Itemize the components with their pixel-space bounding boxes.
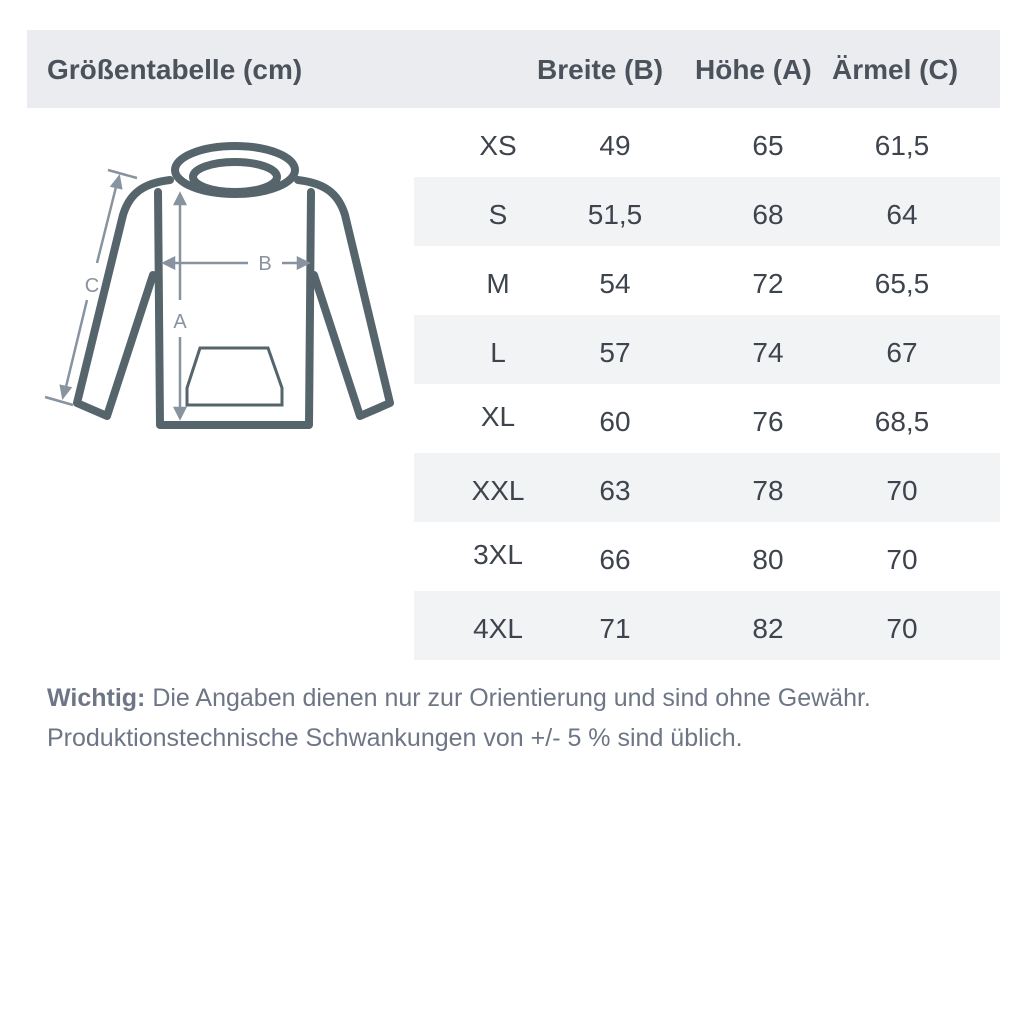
column-header-breite: Breite (B) — [537, 54, 664, 85]
disclaimer-note: Wichtig: Die Angaben dienen nur zur Orie… — [47, 678, 871, 758]
table-row: S 51,5 68 64 — [414, 177, 1000, 246]
table-header: Größentabelle (cm) Breite (B) Höhe (A) Ä… — [27, 30, 1000, 108]
cell-b: 49 — [599, 130, 631, 161]
label-c: C — [85, 275, 99, 297]
cell-a: 78 — [752, 475, 784, 506]
cell-size: XS — [479, 130, 517, 161]
cell-a: 72 — [752, 268, 784, 299]
cell-size: XL — [480, 401, 516, 432]
cell-c: 70 — [886, 475, 918, 506]
cell-a: 68 — [752, 199, 784, 230]
cell-b: 57 — [599, 337, 631, 368]
cell-c: 64 — [886, 199, 918, 230]
cell-b: 51,5 — [587, 199, 643, 230]
label-a: A — [173, 311, 187, 333]
cell-size: XXL — [471, 475, 525, 506]
cell-c: 68,5 — [874, 406, 930, 437]
cell-c: 70 — [886, 544, 918, 575]
table-title: Größentabelle (cm) — [47, 54, 303, 85]
note-line2: Produktionstechnische Schwankungen von +… — [47, 724, 743, 752]
table-row: 3XL 66 80 70 — [414, 522, 1000, 591]
table-row: L 57 74 67 — [414, 315, 1000, 384]
cell-c: 67 — [886, 337, 918, 368]
table-row: XS 49 65 61,5 — [414, 108, 1000, 177]
cell-b: 63 — [599, 475, 631, 506]
measure-arrows — [44, 168, 311, 421]
cell-size: L — [490, 337, 506, 368]
cell-b: 54 — [599, 268, 631, 299]
cell-size: 3XL — [473, 539, 523, 570]
cell-c: 70 — [886, 613, 918, 644]
hoodie-outline-icon — [73, 142, 394, 429]
note-line1: Die Angaben dienen nur zur Orientierung … — [145, 684, 871, 712]
cell-c: 61,5 — [874, 130, 930, 161]
cell-b: 71 — [599, 613, 631, 644]
cell-a: 74 — [752, 337, 784, 368]
table-row: 4XL 71 82 70 — [414, 591, 1000, 660]
table-row: XXL 63 78 70 — [414, 453, 1000, 522]
cell-size: S — [488, 199, 508, 230]
table-row: M 54 72 65,5 — [414, 246, 1000, 315]
cell-b: 66 — [599, 544, 631, 575]
cell-a: 65 — [752, 130, 784, 161]
cell-a: 76 — [752, 406, 784, 437]
cell-size: M — [486, 268, 510, 299]
cell-a: 80 — [752, 544, 784, 575]
label-b: B — [258, 253, 271, 275]
pocket — [185, 346, 284, 407]
cell-size: 4XL — [473, 613, 523, 644]
hoodie-diagram: A B C — [44, 142, 394, 429]
cell-b: 60 — [599, 406, 631, 437]
note-label: Wichtig: — [47, 684, 146, 712]
column-header-hoehe: Höhe (A) — [695, 54, 812, 85]
column-header-aermel: Ärmel (C) — [832, 54, 959, 85]
table-row: XL 60 76 68,5 — [414, 384, 1000, 453]
cell-c: 65,5 — [874, 268, 930, 299]
cell-a: 82 — [752, 613, 784, 644]
